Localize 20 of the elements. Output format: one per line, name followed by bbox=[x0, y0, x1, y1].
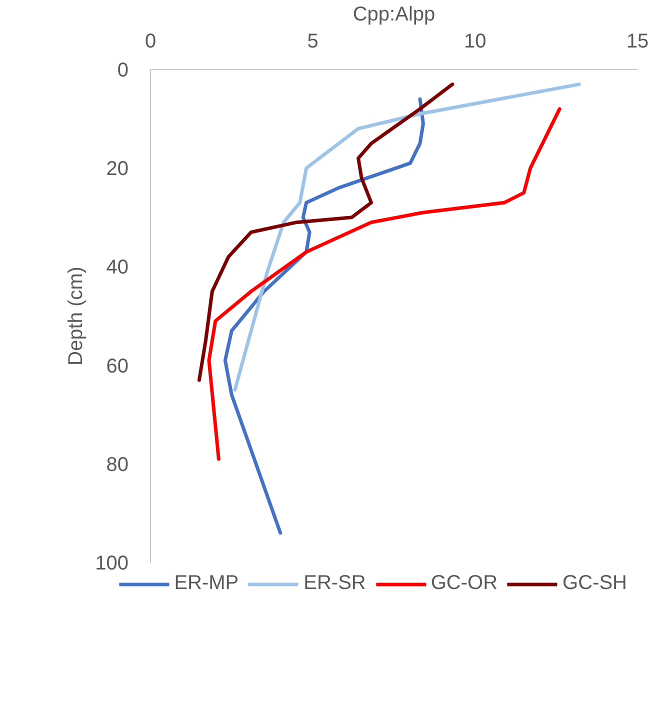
y-tick-label: 40 bbox=[106, 256, 129, 279]
line-series bbox=[197, 82, 454, 382]
line-series bbox=[223, 97, 425, 535]
legend-label: GC-SH bbox=[562, 572, 627, 595]
legend-label: ER-SR bbox=[304, 572, 366, 595]
x-tick-label: 15 bbox=[626, 30, 649, 52]
y-tick-label: 80 bbox=[106, 454, 129, 476]
x-tick-label: 0 bbox=[144, 30, 156, 52]
y-axis-title: Depth (cm) bbox=[65, 266, 88, 366]
y-tick-label: 0 bbox=[117, 60, 128, 82]
line-series bbox=[207, 107, 562, 461]
x-tick-label: 10 bbox=[464, 30, 486, 52]
y-tick-label: 20 bbox=[106, 158, 129, 180]
legend-label: GC-OR bbox=[430, 572, 498, 595]
y-tick-label: 60 bbox=[106, 355, 129, 378]
x-axis-title: Cpp:Alpp bbox=[352, 4, 436, 26]
y-tick-label: 100 bbox=[95, 552, 129, 574]
legend-label: ER-MP bbox=[174, 572, 239, 595]
x-tick-label: 5 bbox=[307, 30, 318, 52]
line-series bbox=[233, 82, 581, 392]
